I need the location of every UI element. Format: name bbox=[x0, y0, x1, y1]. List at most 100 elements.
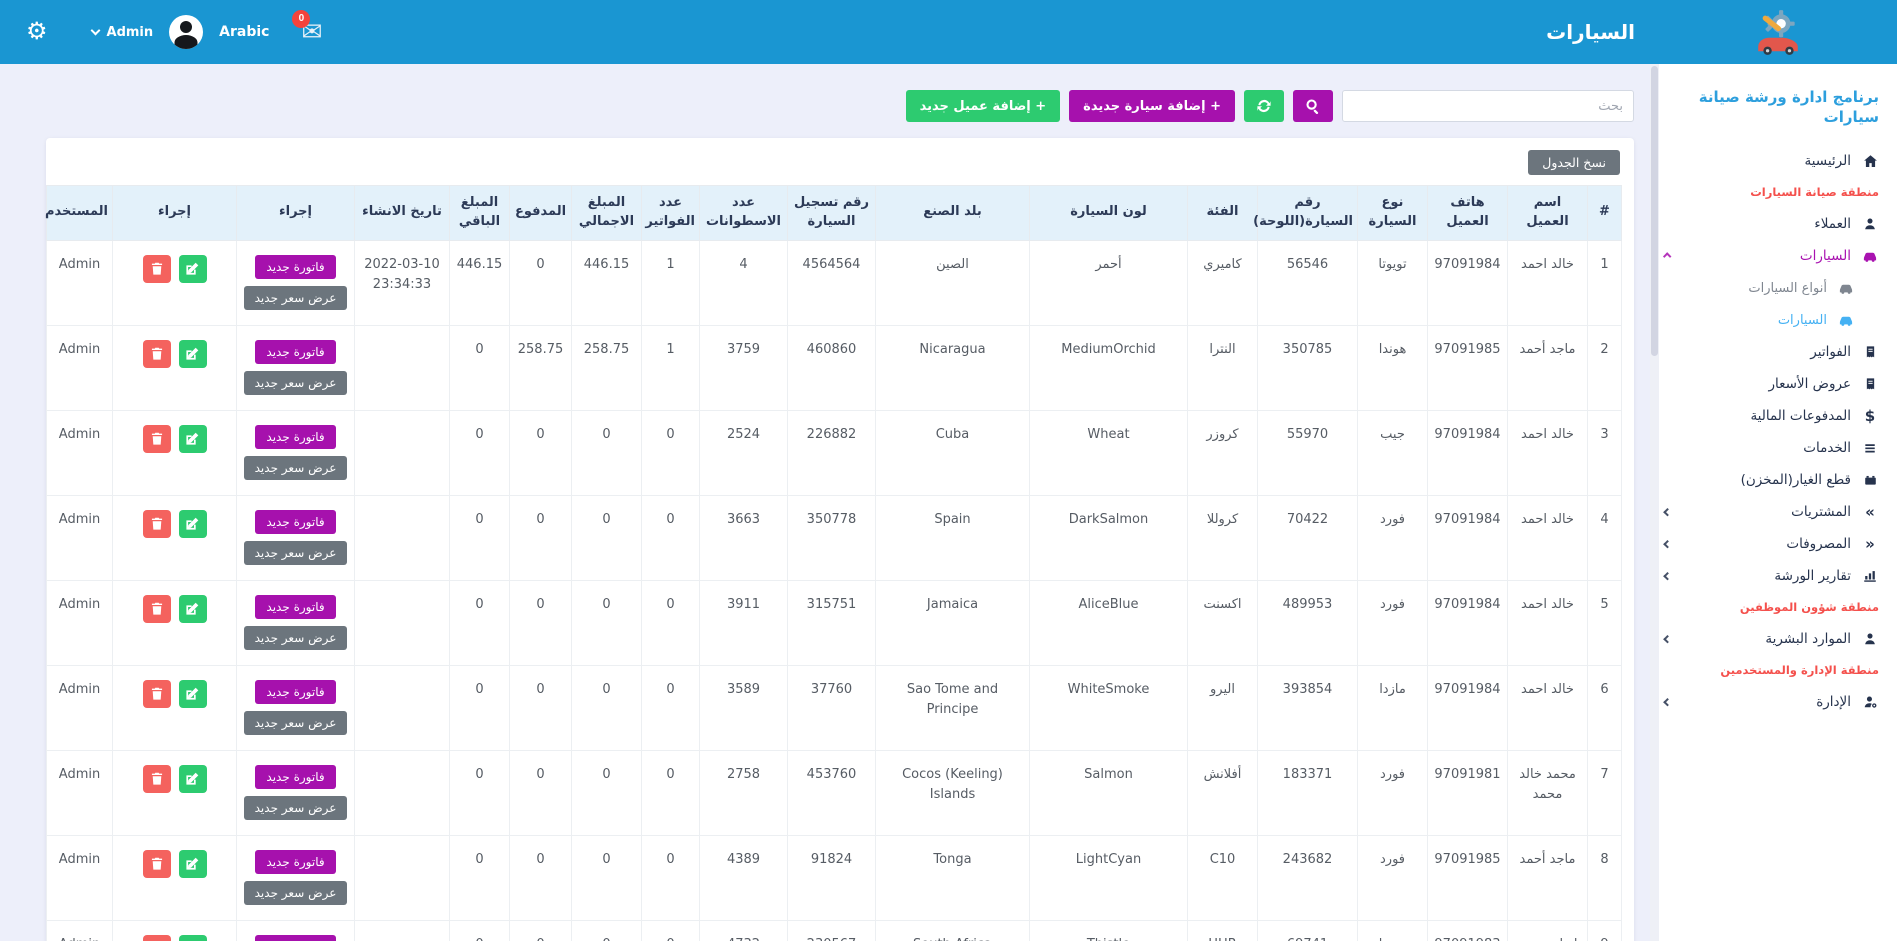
cell-type: فورد bbox=[1358, 580, 1428, 665]
delete-button[interactable] bbox=[143, 850, 171, 878]
delete-button[interactable] bbox=[143, 595, 171, 623]
cell-category: اكسنت bbox=[1188, 580, 1258, 665]
edit-button[interactable] bbox=[179, 255, 207, 283]
new-quote-button[interactable]: عرض سعر جديد bbox=[244, 796, 348, 820]
column-header-remaining[interactable]: المبلغ الباقي bbox=[450, 186, 510, 241]
column-header-num[interactable]: # bbox=[1588, 186, 1622, 241]
column-header-reg[interactable]: رقم تسجيل السيارة bbox=[788, 186, 876, 241]
sidebar-item-quotes[interactable]: عروض الأسعار bbox=[1664, 376, 1879, 392]
edit-button[interactable] bbox=[179, 510, 207, 538]
sidebar-item-payments[interactable]: $المدفوعات المالية bbox=[1664, 408, 1879, 424]
sidebar-item-human-resources[interactable]: الموارد البشرية bbox=[1664, 631, 1879, 647]
column-header-client[interactable]: اسم العميل bbox=[1508, 186, 1588, 241]
cell-num: 9 bbox=[1588, 920, 1622, 941]
search-button[interactable] bbox=[1293, 90, 1333, 122]
sidebar-item-services[interactable]: ≡الخدمات bbox=[1664, 440, 1879, 456]
column-header-total[interactable]: المبلغ الاجمالي bbox=[572, 186, 642, 241]
new-invoice-button[interactable]: فاتورة جديد bbox=[255, 340, 335, 364]
column-header-country[interactable]: بلد الصنع bbox=[876, 186, 1030, 241]
sidebar-item-cars[interactable]: السيارات bbox=[1664, 248, 1879, 264]
edit-icon bbox=[184, 771, 202, 786]
new-quote-button[interactable]: عرض سعر جديد bbox=[244, 456, 348, 480]
new-quote-button[interactable]: عرض سعر جديد bbox=[244, 371, 348, 395]
column-header-phone[interactable]: هاتف العميل bbox=[1428, 186, 1508, 241]
sidebar-item-workshop-reports[interactable]: تقارير الورشة bbox=[1664, 568, 1879, 584]
column-header-type[interactable]: نوع السيارة bbox=[1358, 186, 1428, 241]
edit-button[interactable] bbox=[179, 340, 207, 368]
new-invoice-button[interactable]: فاتورة جديد bbox=[255, 510, 335, 534]
mail-badge: 0 bbox=[292, 10, 310, 28]
cell-cylinders: 4 bbox=[700, 240, 788, 325]
column-header-plate[interactable]: رقم السيارة(اللوحة) bbox=[1258, 186, 1358, 241]
sidebar-item-car-types[interactable]: أنواع السيارات bbox=[1664, 280, 1879, 296]
column-header-created[interactable]: تاريخ الانشاء bbox=[355, 186, 450, 241]
cell-cylinders: 3911 bbox=[700, 580, 788, 665]
edit-button[interactable] bbox=[179, 765, 207, 793]
admin-menu[interactable]: Admin bbox=[92, 25, 154, 40]
new-invoice-button[interactable]: فاتورة جديد bbox=[255, 595, 335, 619]
new-quote-button[interactable]: عرض سعر جديد bbox=[244, 541, 348, 565]
sidebar-scrollbar[interactable] bbox=[1650, 64, 1659, 941]
sidebar-item-invoices[interactable]: الفواتير bbox=[1664, 344, 1879, 360]
new-quote-button[interactable]: عرض سعر جديد bbox=[244, 626, 348, 650]
edit-icon bbox=[184, 431, 202, 446]
search-input[interactable] bbox=[1342, 90, 1634, 122]
sidebar-item-label: السيارات bbox=[1800, 248, 1851, 264]
mail-button[interactable]: ✉ 0 bbox=[301, 20, 322, 45]
delete-button[interactable] bbox=[143, 935, 171, 941]
chart-icon bbox=[1861, 569, 1879, 583]
cell-type: هوندا bbox=[1358, 325, 1428, 410]
delete-button[interactable] bbox=[143, 510, 171, 538]
column-header-actions_edit[interactable]: إجراء bbox=[113, 186, 237, 241]
delete-button[interactable] bbox=[143, 680, 171, 708]
navbar: ⚙ Admin Arabic ✉ 0 السيارات bbox=[0, 0, 1897, 64]
column-header-cylinders[interactable]: عدد الاسطوانات bbox=[700, 186, 788, 241]
new-quote-button[interactable]: عرض سعر جديد bbox=[244, 881, 348, 905]
new-invoice-button[interactable]: فاتورة جديد bbox=[255, 765, 335, 789]
sidebar-item-purchases[interactable]: «المشتريات bbox=[1664, 504, 1879, 520]
column-header-category[interactable]: الفئة bbox=[1188, 186, 1258, 241]
sidebar-scrollbar-thumb[interactable] bbox=[1651, 66, 1658, 356]
delete-button[interactable] bbox=[143, 340, 171, 368]
sidebar-item-cars-list[interactable]: السيارات bbox=[1664, 312, 1879, 328]
copy-table-button[interactable]: نسخ الجدول bbox=[1528, 150, 1620, 175]
column-header-actions_docs[interactable]: إجراء bbox=[237, 186, 355, 241]
sidebar-item-home[interactable]: الرئيسية bbox=[1664, 153, 1879, 169]
new-invoice-button[interactable]: فاتورة جديد bbox=[255, 850, 335, 874]
delete-button[interactable] bbox=[143, 765, 171, 793]
edit-button[interactable] bbox=[179, 680, 207, 708]
sidebar-item-clients[interactable]: العملاء bbox=[1664, 216, 1879, 232]
column-header-color[interactable]: لون السيارة bbox=[1030, 186, 1188, 241]
sidebar-item-administration[interactable]: الإدارة bbox=[1664, 694, 1879, 710]
sidebar-item-expenses[interactable]: »المصروفات bbox=[1664, 536, 1879, 552]
edit-button[interactable] bbox=[179, 595, 207, 623]
delete-button[interactable] bbox=[143, 255, 171, 283]
cell-invoices: 0 bbox=[642, 835, 700, 920]
gear-icon[interactable]: ⚙ bbox=[26, 20, 48, 44]
new-quote-button[interactable]: عرض سعر جديد bbox=[244, 711, 348, 735]
new-invoice-button[interactable]: فاتورة جديد bbox=[255, 680, 335, 704]
cell-color: MediumOrchid bbox=[1030, 325, 1188, 410]
avatar[interactable] bbox=[169, 15, 203, 49]
add-car-button[interactable]: + إضافة سيارة جديدة bbox=[1069, 90, 1235, 122]
delete-button[interactable] bbox=[143, 425, 171, 453]
edit-button[interactable] bbox=[179, 850, 207, 878]
new-invoice-button[interactable]: فاتورة جديد bbox=[255, 935, 335, 941]
cell-reg: 4564564 bbox=[788, 240, 876, 325]
language-label[interactable]: Arabic bbox=[219, 24, 269, 40]
cell-total: 0 bbox=[572, 920, 642, 941]
new-invoice-button[interactable]: فاتورة جديد bbox=[255, 255, 335, 279]
column-header-invoices[interactable]: عدد الفواتير bbox=[642, 186, 700, 241]
sidebar-item-spare-parts[interactable]: قطع الغيار(المخزن) bbox=[1664, 472, 1879, 488]
cell-country: Cocos (Keeling) Islands bbox=[876, 750, 1030, 835]
refresh-button[interactable] bbox=[1244, 90, 1284, 122]
new-invoice-button[interactable]: فاتورة جديد bbox=[255, 425, 335, 449]
chevron-left-icon bbox=[1663, 634, 1672, 643]
new-quote-button[interactable]: عرض سعر جديد bbox=[244, 286, 348, 310]
column-header-paid[interactable]: المدفوع bbox=[510, 186, 572, 241]
add-client-button[interactable]: + إضافة عميل جديد bbox=[906, 90, 1061, 122]
column-header-user[interactable]: المستخدم bbox=[47, 186, 113, 241]
edit-button[interactable] bbox=[179, 425, 207, 453]
sidebar-item-label: المشتريات bbox=[1791, 504, 1851, 520]
edit-button[interactable] bbox=[179, 935, 207, 941]
